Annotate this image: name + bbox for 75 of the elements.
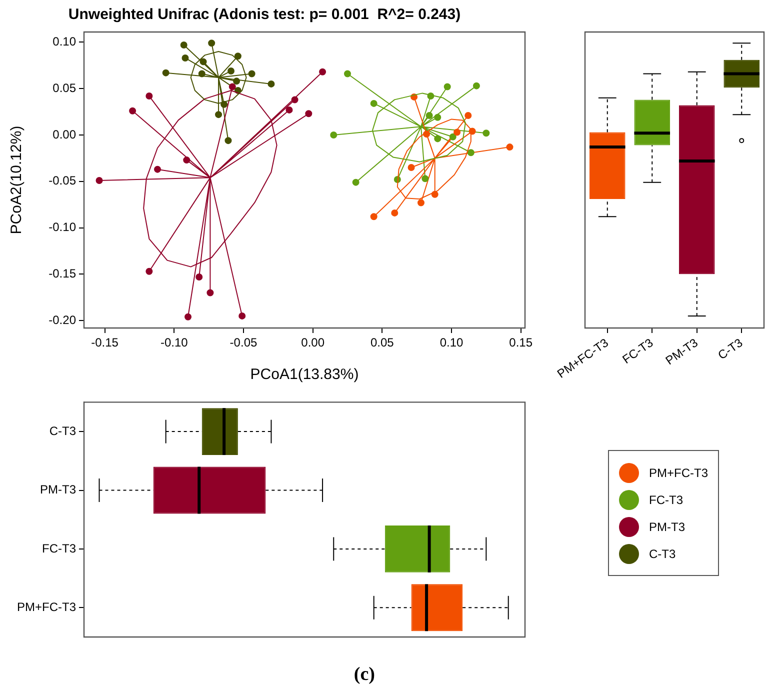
y-axis-title: PCoA2(10.12%): [8, 126, 26, 234]
y-tick-label: -0.20: [48, 312, 76, 327]
point: [444, 83, 451, 90]
x-tick-label: -0.05: [230, 336, 258, 350]
point: [370, 100, 378, 107]
point: [146, 268, 153, 275]
x-tick-label: -0.10: [160, 336, 188, 350]
point: [198, 70, 206, 78]
point: [268, 80, 275, 88]
point: [129, 107, 136, 114]
x-tick-label: 0.15: [509, 336, 533, 350]
point: [408, 164, 415, 171]
point: [215, 111, 222, 118]
point: [154, 166, 161, 173]
point: [286, 106, 293, 114]
point: [291, 96, 298, 104]
point: [370, 213, 378, 220]
point: [238, 312, 246, 320]
point: [417, 199, 424, 206]
point: [506, 144, 514, 151]
point: [183, 156, 190, 164]
x-tick-label: 0.00: [301, 336, 325, 350]
y-tick-label: FC-T3: [42, 541, 76, 556]
chart-title: Unweighted Unifrac (Adonis test: p= 0.001 R^2= 0.243): [68, 6, 461, 24]
point: [422, 175, 429, 182]
y-tick-label: PM-T3: [40, 482, 76, 497]
point: [206, 289, 214, 296]
x-tick-label: -0.15: [91, 336, 119, 350]
point: [234, 52, 242, 60]
point: [233, 78, 240, 85]
point: [96, 176, 103, 184]
point: [426, 112, 433, 120]
point: [391, 209, 398, 216]
legend-label: FC-T3: [649, 492, 683, 506]
point: [180, 41, 188, 48]
point: [467, 149, 474, 156]
point: [454, 128, 461, 136]
point: [472, 82, 480, 90]
point: [200, 58, 207, 66]
point: [434, 135, 442, 142]
point: [208, 40, 216, 47]
point: [228, 83, 236, 90]
point: [482, 130, 490, 137]
legend-label: C-T3: [649, 546, 676, 560]
point: [228, 67, 234, 74]
legend-label: PM-T3: [649, 520, 685, 534]
y-tick-label: 0.00: [52, 127, 76, 142]
y-tick-label: PM+FC-T3: [16, 600, 76, 614]
text: (c): [352, 664, 376, 686]
point: [319, 68, 326, 76]
point: [352, 178, 360, 186]
y-tick-label: -0.10: [48, 220, 76, 234]
y-tick-label: 0.10: [52, 34, 76, 49]
y-tick-label: 0.05: [52, 80, 76, 95]
x-axis-title: PCoA1(13.83%): [250, 366, 359, 384]
x-tick-label: 0.05: [370, 336, 394, 350]
point: [162, 69, 170, 76]
point: [182, 54, 189, 62]
point: [196, 273, 203, 280]
point: [434, 114, 442, 121]
point: [305, 110, 312, 118]
y-tick-label: -0.05: [48, 174, 76, 188]
point: [449, 133, 456, 140]
point: [184, 313, 192, 320]
point: [464, 112, 472, 120]
point: [146, 92, 153, 100]
legend-label: PM+FC-T3: [649, 466, 708, 480]
y-tick-label: -0.15: [48, 266, 76, 280]
point: [248, 70, 256, 78]
point: [224, 137, 232, 144]
y-tick-label: C-T3: [49, 424, 76, 438]
x-tick-label: C-T3: [715, 335, 746, 362]
point: [344, 70, 351, 78]
x-tick-label: 0.10: [440, 336, 464, 350]
point: [330, 131, 338, 138]
